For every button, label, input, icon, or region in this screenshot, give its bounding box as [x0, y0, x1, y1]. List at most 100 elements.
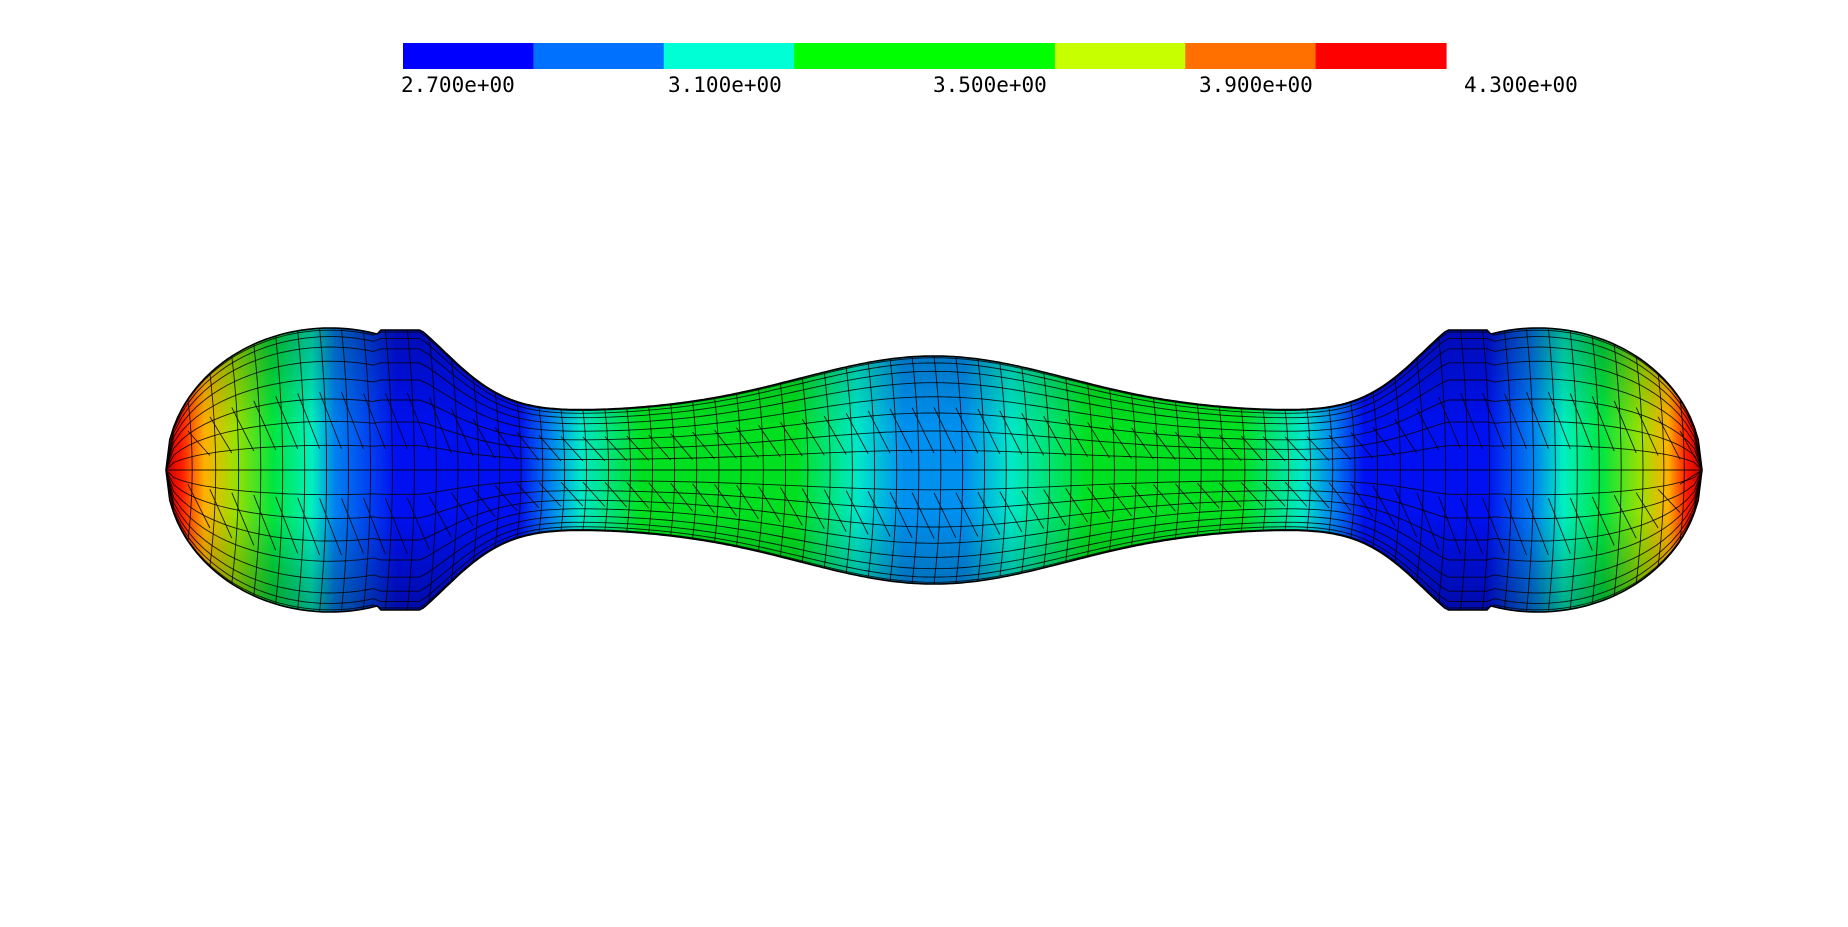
mesh-longitude-line [166, 420, 1702, 471]
mesh-ring-line [209, 373, 217, 567]
mesh-diagonal-line [209, 416, 233, 539]
mesh-ring-line [1284, 409, 1290, 531]
mesh-longitude-line [166, 336, 1702, 471]
mesh-diagonal-line [1526, 391, 1549, 556]
mesh-diagonal-line [845, 413, 869, 535]
mesh-ring-line [845, 366, 853, 574]
mesh-ring-line [1372, 392, 1378, 548]
mesh-diagonal-line [1306, 436, 1330, 509]
mesh-diagonal-line [494, 426, 518, 512]
mesh-ring-line [1504, 330, 1512, 610]
mesh-longitude-line [166, 469, 1702, 580]
colorbar-label-4: 3.900e+00 [1199, 73, 1313, 97]
mesh-ring-line [516, 401, 522, 539]
mesh-diagonal-line [384, 392, 408, 555]
mesh-longitude-line [166, 360, 1702, 471]
mesh-ring-line [231, 356, 240, 584]
mesh-ring-line [1021, 366, 1029, 574]
mesh-diagonal-line [1372, 426, 1396, 526]
mesh-diagonal-line [1591, 396, 1615, 546]
mesh-ring-line [341, 328, 349, 612]
mesh-ring-line [1218, 406, 1224, 534]
mesh-ring-line [428, 337, 437, 603]
mesh-ring-line [1635, 356, 1644, 584]
mesh-ring-line [1438, 337, 1447, 603]
mesh-diagonal-line [560, 436, 584, 507]
colorbar-label-2: 3.100e+00 [668, 73, 782, 97]
mesh-longitude-line [166, 398, 1702, 471]
mesh-diagonal-line [1021, 413, 1045, 529]
colorbar-label-3: 3.500e+00 [933, 73, 1047, 97]
mesh-ring-line [648, 406, 653, 534]
mesh-diagonal-line [1065, 418, 1088, 523]
mesh-diagonal-line [538, 435, 562, 507]
mesh-diagonal-line [955, 407, 979, 537]
colorbar-segment [533, 43, 665, 69]
mesh-ring-line [911, 356, 920, 584]
mesh-diagonal-line [1547, 391, 1571, 554]
mesh-ring-line [1087, 383, 1094, 557]
mesh-ring-line [538, 406, 544, 534]
mesh-diagonal-line [582, 436, 606, 507]
mesh-ring-line [1416, 358, 1424, 582]
mesh-ring-line [758, 388, 764, 552]
mesh-diagonal-line [823, 415, 847, 533]
mesh-diagonal-line [1262, 436, 1286, 507]
triangle-mesh-lines [166, 328, 1702, 612]
surface-outline [165, 327, 1703, 613]
colorbar-segment [663, 43, 795, 69]
mesh-diagonal-line [406, 392, 430, 550]
mesh-diagonal-line [1153, 429, 1176, 512]
mesh-ring-line [1460, 329, 1469, 611]
mesh-longitude-line [166, 346, 1702, 471]
mesh-diagonal-line [275, 396, 299, 554]
mesh-ring-line [319, 328, 328, 612]
mesh-ring-line [582, 409, 587, 531]
mesh-ring-line [1350, 401, 1356, 539]
mesh-diagonal-line [648, 434, 672, 510]
mesh-diagonal-line [889, 408, 913, 539]
mesh-ring-line [1394, 377, 1401, 563]
mesh-ring-line [955, 356, 964, 584]
mesh-ring-line [1240, 407, 1246, 533]
colorbar-segment [1315, 43, 1447, 69]
mesh-diagonal-line [604, 436, 628, 508]
mesh-diagonal-line [1175, 431, 1198, 510]
mesh-diagonal-line [319, 391, 342, 556]
mesh-diagonal-line [297, 393, 321, 556]
mesh-diagonal-line [1635, 407, 1659, 529]
mesh-diagonal-line [1240, 435, 1264, 507]
mesh-ring-line [494, 392, 501, 548]
mesh-ring-line [626, 407, 631, 533]
mesh-longitude-line [166, 378, 1702, 471]
mesh-ring-line [1306, 409, 1312, 531]
mesh-ring-line [1109, 388, 1115, 552]
mesh-diagonal-line [1043, 415, 1067, 526]
mesh-diagonal-line [780, 422, 803, 526]
colorbar-segment [403, 43, 534, 69]
mesh-diagonal-line [1087, 422, 1110, 520]
mesh-ring-line [977, 358, 985, 582]
mesh-diagonal-line [1109, 424, 1132, 517]
mesh-diagonal-line [933, 407, 957, 539]
mesh-diagonal-line [1438, 396, 1462, 555]
mesh-diagonal-line [999, 410, 1023, 533]
mesh-ring-line [275, 335, 284, 605]
mesh-ring-line [867, 362, 876, 578]
mesh-diagonal-line [1131, 427, 1154, 514]
mesh-diagonal-line [867, 410, 891, 537]
colorbar-segment [924, 43, 1056, 69]
mesh-longitude-line [166, 469, 1702, 520]
colorbar-legend: 2.700e+00 3.100e+00 3.500e+00 3.900e+00 … [401, 43, 1578, 97]
mesh-diagonal-line [1679, 430, 1702, 485]
mesh-diagonal-line [341, 391, 364, 554]
mesh-diagonal-line [1196, 433, 1220, 509]
mesh-diagonal-line [1460, 392, 1484, 555]
mesh-longitude-line [166, 444, 1702, 471]
mesh-ring-line [1613, 344, 1622, 596]
colorbar-label-max: 4.300e+00 [1464, 73, 1578, 97]
mesh-diagonal-line [670, 433, 693, 512]
mesh-diagonal-line [428, 396, 452, 538]
mesh-ring-line [1174, 401, 1180, 539]
mesh-ring-line [450, 358, 459, 582]
